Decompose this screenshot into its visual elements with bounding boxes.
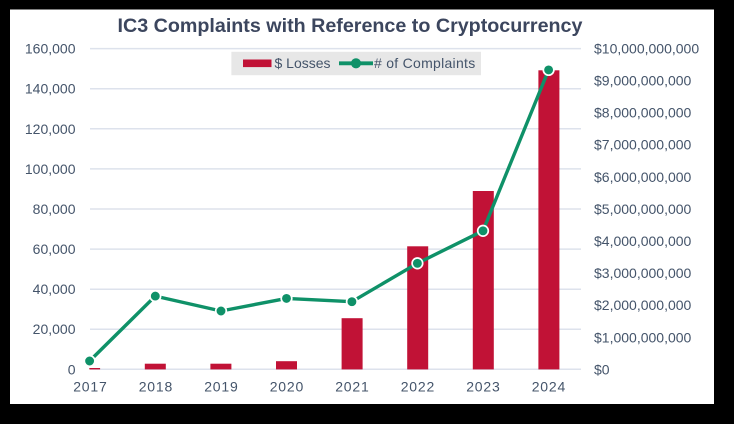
svg-text:$10,000,000,000: $10,000,000,000 — [594, 40, 699, 56]
svg-text:100,000: 100,000 — [25, 161, 76, 177]
svg-text:$0: $0 — [594, 361, 610, 377]
svg-text:$6,000,000,000: $6,000,000,000 — [594, 169, 692, 185]
svg-text:$ Losses: $ Losses — [275, 55, 331, 71]
svg-text:IC3 Complaints with Reference: IC3 Complaints with Reference to Cryptoc… — [118, 15, 583, 37]
svg-text:80,000: 80,000 — [33, 201, 76, 217]
svg-text:2018: 2018 — [139, 379, 173, 395]
svg-text:# of Complaints: # of Complaints — [374, 55, 475, 71]
svg-text:0: 0 — [68, 361, 76, 377]
svg-text:2020: 2020 — [270, 379, 304, 395]
svg-text:2019: 2019 — [204, 379, 238, 395]
svg-text:$9,000,000,000: $9,000,000,000 — [594, 73, 692, 89]
svg-text:$8,000,000,000: $8,000,000,000 — [594, 105, 692, 121]
svg-text:2024: 2024 — [532, 379, 566, 395]
svg-text:$1,000,000,000: $1,000,000,000 — [594, 329, 692, 345]
svg-text:40,000: 40,000 — [33, 281, 76, 297]
svg-text:2021: 2021 — [335, 379, 369, 395]
svg-text:$7,000,000,000: $7,000,000,000 — [594, 137, 692, 153]
svg-text:$5,000,000,000: $5,000,000,000 — [594, 201, 692, 217]
svg-text:160,000: 160,000 — [25, 41, 76, 57]
svg-text:2017: 2017 — [73, 379, 107, 395]
svg-text:$2,000,000,000: $2,000,000,000 — [594, 297, 692, 313]
svg-text:60,000: 60,000 — [33, 241, 76, 257]
svg-text:2022: 2022 — [401, 379, 435, 395]
svg-text:20,000: 20,000 — [33, 321, 76, 337]
svg-text:2023: 2023 — [466, 379, 500, 395]
svg-text:140,000: 140,000 — [25, 81, 76, 97]
svg-text:$4,000,000,000: $4,000,000,000 — [594, 233, 692, 249]
svg-text:120,000: 120,000 — [25, 121, 76, 137]
svg-text:$3,000,000,000: $3,000,000,000 — [594, 265, 692, 281]
